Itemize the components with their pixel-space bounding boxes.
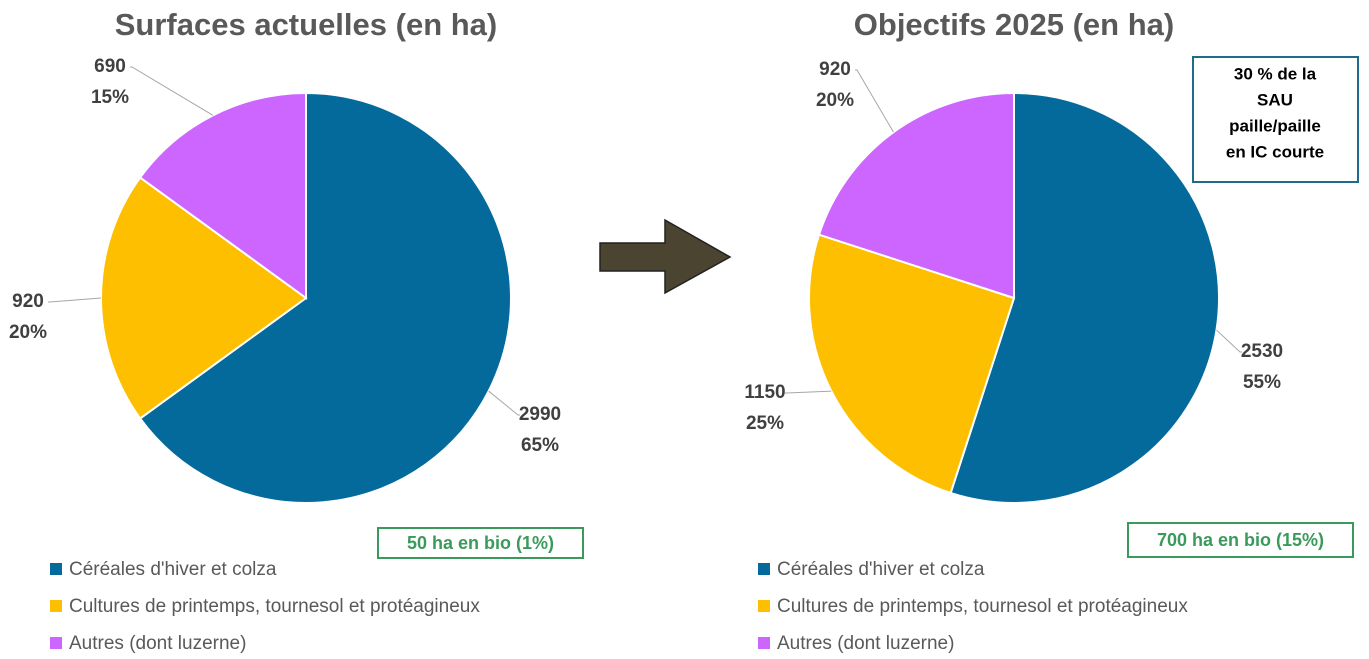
pie-slice [138,91,307,300]
legend-label: Cultures de printemps, tournesol et prot… [69,596,480,617]
data-label: 920 [12,291,44,312]
legend-label: Cultures de printemps, tournesol et prot… [777,596,1188,617]
note-line: en IC courte [1226,142,1324,161]
leader-line [488,390,520,416]
chart-title: Surfaces actuelles (en ha) [115,7,498,42]
leader-line [1216,329,1242,353]
annotation-box [1127,522,1354,558]
legend-swatch [50,600,62,612]
percent-label: 65% [521,435,559,456]
note-line: SAU [1257,90,1293,109]
percent-label: 15% [91,87,129,108]
data-label: 2990 [519,404,561,425]
data-label: 920 [819,59,851,80]
legend-label: Autres (dont luzerne) [777,633,954,654]
legend-swatch [758,563,770,575]
data-label: 1150 [744,382,785,403]
legend-swatch [50,563,62,575]
percent-label: 55% [1243,372,1281,393]
annotation: 700 ha en bio (15%) [1157,530,1324,550]
legend-swatch [50,637,62,649]
percent-label: 20% [816,90,854,111]
chart-title: Objectifs 2025 (en ha) [854,7,1174,42]
pie-slice [949,91,1220,504]
annotation: 50 ha en bio (1%) [407,533,554,553]
pie-slice [100,176,308,420]
legend-swatch [758,600,770,612]
legend-swatch [758,637,770,649]
data-label: 690 [94,56,126,77]
annotation-box [377,527,584,559]
data-label: 2530 [1241,341,1283,362]
note-line: 30 % de la [1234,64,1317,83]
arrow [599,218,732,295]
legend-label: Céréales d'hiver et colza [777,559,985,580]
legend-label: Autres (dont luzerne) [69,633,246,654]
legend-label: Céréales d'hiver et colza [69,559,277,580]
pie-slice [138,91,512,504]
percent-label: 20% [9,322,47,343]
pie-slice [808,233,1016,495]
note-box [1192,56,1359,183]
leader-line [785,390,832,394]
leader-line [130,66,214,116]
note-line: paille/paille [1229,116,1321,135]
leader-line [855,69,894,133]
leader-line [48,297,102,303]
percent-label: 25% [746,413,784,434]
